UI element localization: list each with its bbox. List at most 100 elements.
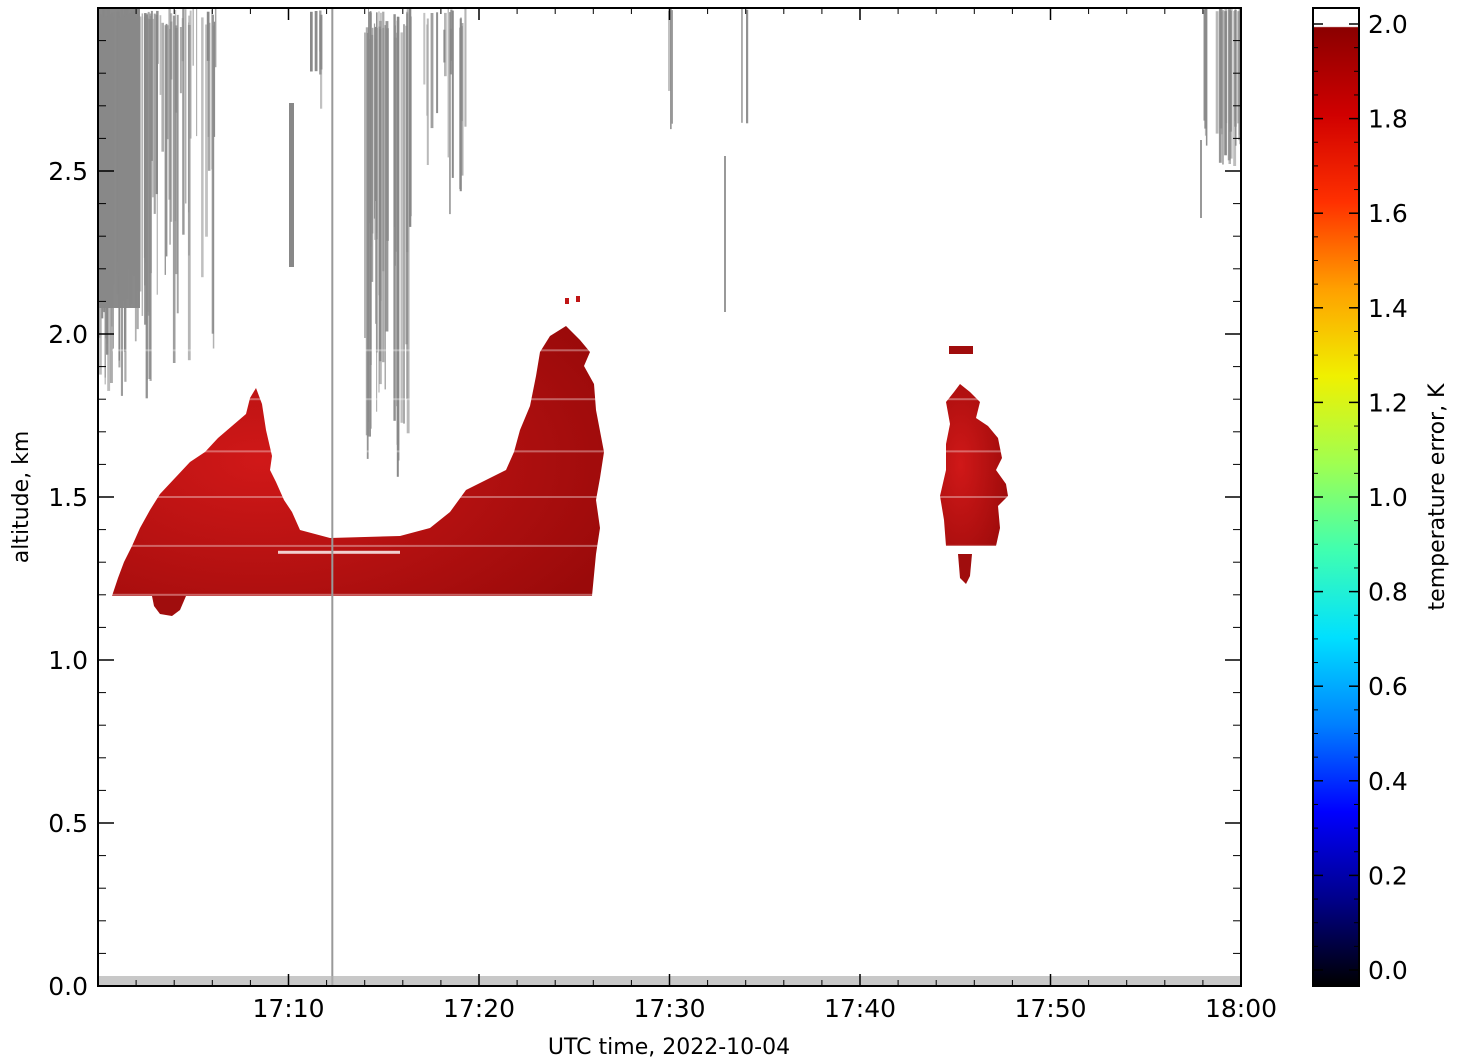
masked-streak [134, 19, 137, 342]
masked-streak [99, 14, 102, 375]
colorbar-tick-label: 0.4 [1368, 767, 1408, 796]
masked-streak [396, 16, 399, 477]
masked-streak [185, 9, 187, 204]
masked-streak [314, 11, 318, 72]
masked-streak [170, 13, 173, 222]
range-gate-stripe [940, 544, 1008, 547]
masked-cloud-regions [98, 8, 1241, 477]
x-tick-label: 17:50 [1014, 994, 1086, 1023]
masked-streak [724, 156, 726, 312]
masked-streak [182, 8, 185, 235]
masked-streak [101, 16, 104, 319]
error-region-second-patch-bottom [958, 554, 972, 584]
masked-streak [385, 21, 389, 332]
masked-streak [170, 21, 173, 80]
masked-streak [149, 15, 152, 274]
masked-streak [384, 25, 386, 390]
masked-streak [320, 17, 323, 109]
masked-streak [310, 11, 313, 72]
colorbar-label: temperature error, K [1425, 383, 1450, 611]
masked-streak [156, 18, 158, 295]
colorbar-tick-label: 0.6 [1368, 672, 1408, 701]
masked-streak [451, 10, 454, 178]
masked-streak [136, 14, 139, 330]
range-gate-stripe [940, 398, 1008, 401]
masked-streak [464, 8, 467, 127]
masked-streak [102, 9, 106, 307]
masked-streak [378, 26, 382, 296]
masked-streak [139, 16, 142, 292]
masked-streak [192, 8, 194, 66]
masked-streak [746, 9, 749, 124]
masked-streak [1205, 9, 1208, 146]
range-gate-stripe [112, 544, 604, 547]
colorbar-tick-label: 0.8 [1368, 578, 1408, 607]
masked-streak [403, 24, 405, 424]
masked-streak [165, 23, 168, 257]
masked-streak [124, 8, 127, 309]
y-tick-label: 1.5 [48, 483, 88, 512]
masked-streak [141, 13, 144, 316]
plot-background [98, 8, 1241, 986]
y-tick-label: 0.0 [48, 972, 88, 1001]
error-region-peak-spot [576, 296, 580, 302]
masked-streak [436, 12, 439, 114]
masked-streak [459, 27, 462, 190]
masked-streak [187, 25, 191, 361]
colorbar-tick-label: 1.8 [1368, 105, 1408, 134]
error-region-lower-layer [112, 326, 604, 596]
masked-streak [671, 10, 673, 124]
masked-streak [131, 11, 133, 304]
masked-streak [110, 15, 113, 383]
masked-streak [168, 8, 171, 200]
heatmap-regions [112, 296, 1008, 616]
masked-streak [423, 12, 426, 85]
range-gate-stripe [112, 450, 604, 453]
masked-streak [1230, 8, 1233, 159]
masked-streak [150, 10, 153, 161]
range-gate-stripe [112, 398, 604, 401]
masked-streak [205, 24, 208, 237]
colorbar-tick-label: 1.2 [1368, 388, 1408, 417]
colorbar-tick-label: 1.4 [1368, 294, 1408, 323]
y-tick-label: 0.5 [48, 809, 88, 838]
y-tick-label: 1.0 [48, 646, 88, 675]
masked-streak [406, 11, 409, 400]
masked-streak [174, 10, 177, 222]
masked-streak [426, 18, 429, 165]
masked-streak [400, 32, 403, 423]
masked-streak [153, 13, 156, 214]
masked-streak [447, 8, 449, 158]
masked-streak [1235, 10, 1237, 146]
masked-streak [668, 10, 671, 91]
colorbar-tick-label: 1.6 [1368, 199, 1408, 228]
masked-streak [1237, 11, 1240, 124]
masked-streak [116, 11, 120, 274]
range-gate-stripe [112, 593, 604, 596]
masked-streak [132, 11, 136, 276]
masked-streak [368, 8, 369, 422]
colorbar: 0.0 0.2 0.4 0.6 0.8 1.0 1.2 1.4 1.6 1.8 2.0 temper… [1312, 7, 1450, 987]
masked-streak [126, 14, 129, 269]
range-gate-stripe [112, 496, 604, 498]
colorbar-tick-label: 0.0 [1368, 956, 1408, 985]
error-region-peak-spot [565, 298, 569, 304]
plot-area: 17:10 17:20 17:30 17:40 17:50 18:00 0.0 0.5 1.0… [48, 7, 1277, 1023]
masked-streak [374, 27, 376, 240]
y-axis-title: altitude, km [9, 431, 34, 564]
masked-streak [670, 8, 672, 130]
masked-streak [1238, 11, 1241, 141]
range-gate-stripes [112, 349, 1008, 596]
masked-streak [175, 27, 178, 275]
y-tick-label: 2.5 [48, 157, 88, 186]
masked-streak [375, 27, 378, 353]
masked-streak [375, 38, 377, 324]
masked-streak [394, 25, 396, 266]
masked-streak [1221, 11, 1223, 135]
masked-streak [1219, 8, 1223, 129]
masked-streak [1229, 10, 1231, 124]
masked-streak [1200, 140, 1202, 218]
error-region-lower-layer-bottom [152, 596, 186, 616]
masked-streak [1222, 10, 1224, 165]
x-tick-label: 17:20 [443, 994, 515, 1023]
